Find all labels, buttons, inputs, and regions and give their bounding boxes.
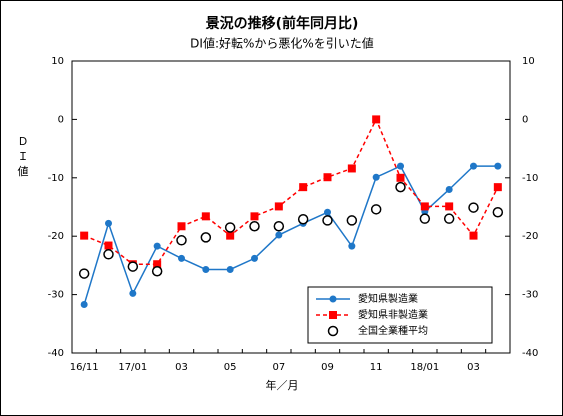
x-tick-label: 07 (272, 362, 285, 373)
point (274, 202, 283, 211)
point (201, 212, 210, 221)
x-tick-label: 17/01 (118, 362, 147, 373)
y-tick-label: -40 (48, 348, 64, 359)
chart-subtitle: DI値:好転%から悪化%を引いた値 (190, 36, 374, 51)
point (445, 185, 453, 193)
point (200, 232, 212, 243)
point (348, 242, 356, 250)
point (297, 214, 309, 225)
y-axis-label: ＤＩ値 (16, 136, 29, 181)
series-line (83, 165, 498, 305)
point (324, 208, 331, 216)
point (224, 222, 236, 233)
legend-marker (329, 311, 337, 319)
x-tick-label: 16/11 (70, 362, 99, 373)
point (153, 242, 161, 250)
point (80, 301, 88, 309)
point (299, 183, 308, 192)
legend-label: 全国全業種平均 (358, 324, 428, 337)
point (443, 213, 455, 224)
point (445, 202, 454, 211)
legend-label: 愛知県非製造業 (358, 308, 428, 321)
y-tick-label: -10 (48, 173, 64, 184)
y2-tick-label: 10 (522, 56, 535, 67)
point (372, 115, 381, 124)
point (322, 215, 333, 226)
point (347, 164, 356, 173)
point (226, 231, 235, 240)
point (468, 202, 479, 213)
legend-marker (327, 325, 339, 337)
point (151, 265, 163, 277)
point (127, 261, 139, 272)
x-axis-label: 年／月 (266, 378, 299, 392)
point (105, 219, 112, 227)
point (176, 235, 187, 246)
x-tick-label: 18/01 (410, 362, 439, 373)
point (470, 162, 477, 170)
point (492, 207, 504, 218)
point (493, 183, 502, 192)
y2-tick-label: -10 (522, 173, 538, 184)
point (177, 222, 186, 231)
point (153, 260, 162, 269)
point (494, 162, 502, 170)
y-tick-label: -20 (48, 231, 64, 242)
point (104, 241, 113, 250)
point (78, 268, 90, 279)
chart-title: 景況の推移(前年同月比) (206, 15, 359, 32)
y2-tick-label: -20 (522, 231, 538, 242)
point (202, 265, 210, 273)
point (249, 221, 260, 232)
y-tick-label: -30 (48, 290, 64, 301)
legend-label: 愛知県製造業 (358, 292, 418, 305)
y-tick-label: 10 (51, 56, 64, 67)
point (346, 215, 358, 226)
point (370, 204, 382, 215)
point (275, 231, 283, 239)
x-tick-label: 03 (467, 362, 480, 373)
point (103, 249, 114, 260)
point (397, 162, 404, 170)
point (420, 202, 429, 211)
point (273, 221, 285, 232)
x-tick-label: 05 (224, 362, 237, 373)
x-tick-label: 03 (175, 362, 188, 373)
x-tick-label: 09 (321, 362, 334, 373)
x-tick-label: 11 (370, 362, 383, 373)
y-tick-label: 0 (58, 114, 64, 125)
series-line (83, 117, 499, 265)
y2-tick-label: -30 (522, 290, 538, 301)
point (323, 173, 332, 182)
point (395, 181, 406, 193)
point (250, 212, 259, 221)
point (419, 213, 431, 224)
point (469, 231, 478, 240)
point (226, 265, 234, 273)
legend-marker (329, 295, 337, 303)
point (80, 231, 89, 240)
point (129, 289, 137, 297)
point (372, 173, 380, 181)
y2-tick-label: 0 (522, 114, 528, 125)
y2-tick-label: -40 (522, 348, 538, 359)
point (251, 254, 258, 262)
point (178, 254, 185, 262)
point (396, 173, 405, 182)
